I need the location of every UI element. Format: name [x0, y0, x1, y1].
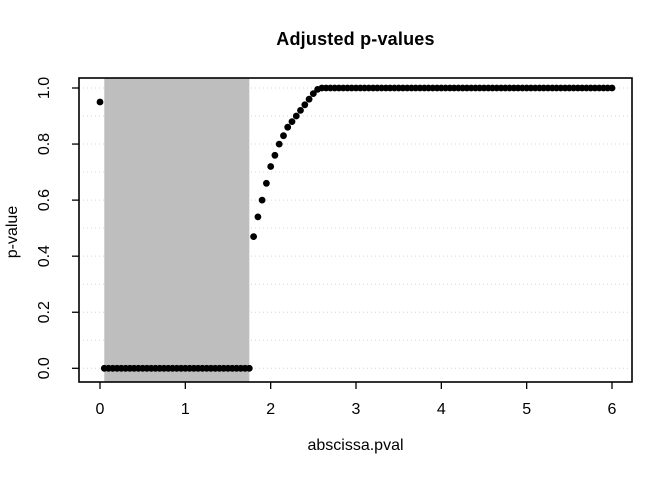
data-point	[254, 213, 262, 221]
y-tick-label: 1.0	[36, 77, 53, 99]
y-tick-label: 0.6	[36, 189, 53, 211]
data-point	[267, 163, 275, 170]
data-point	[280, 132, 287, 140]
data-point	[288, 118, 296, 125]
data-point	[292, 112, 300, 120]
data-point	[271, 151, 279, 159]
data-point	[305, 95, 313, 103]
data-points	[96, 84, 616, 372]
data-point	[250, 233, 257, 241]
x-tick-label: 2	[266, 401, 275, 418]
y-axis: 0.0 0.2 0.4 0.6 0.8 1.0	[36, 77, 79, 379]
y-axis-label: p-value	[4, 205, 21, 259]
x-tick-label: 5	[522, 401, 531, 418]
x-axis: 0 1 2 3 4 5 6	[96, 382, 617, 418]
data-point	[297, 107, 304, 114]
data-point	[608, 84, 616, 92]
data-point	[301, 101, 309, 109]
y-tick-label: 0.8	[36, 133, 53, 155]
chart-title: Adjusted p-values	[276, 29, 435, 49]
y-tick-label: 0.2	[36, 301, 53, 323]
data-point	[96, 98, 104, 106]
x-tick-label: 1	[181, 401, 190, 418]
data-point	[258, 196, 266, 204]
data-point	[284, 123, 292, 131]
highlight-rect	[104, 78, 250, 382]
data-point	[245, 364, 253, 372]
x-tick-label: 6	[608, 401, 617, 418]
x-axis-label: abscissa.pval	[307, 437, 404, 454]
x-tick-label: 0	[96, 401, 105, 418]
x-tick-label: 4	[437, 401, 446, 418]
y-tick-label: 0.0	[36, 357, 53, 379]
x-tick-label: 3	[352, 401, 361, 418]
data-point	[275, 140, 283, 148]
data-point	[309, 90, 317, 97]
y-tick-label: 0.4	[36, 245, 53, 267]
data-point	[263, 179, 270, 187]
